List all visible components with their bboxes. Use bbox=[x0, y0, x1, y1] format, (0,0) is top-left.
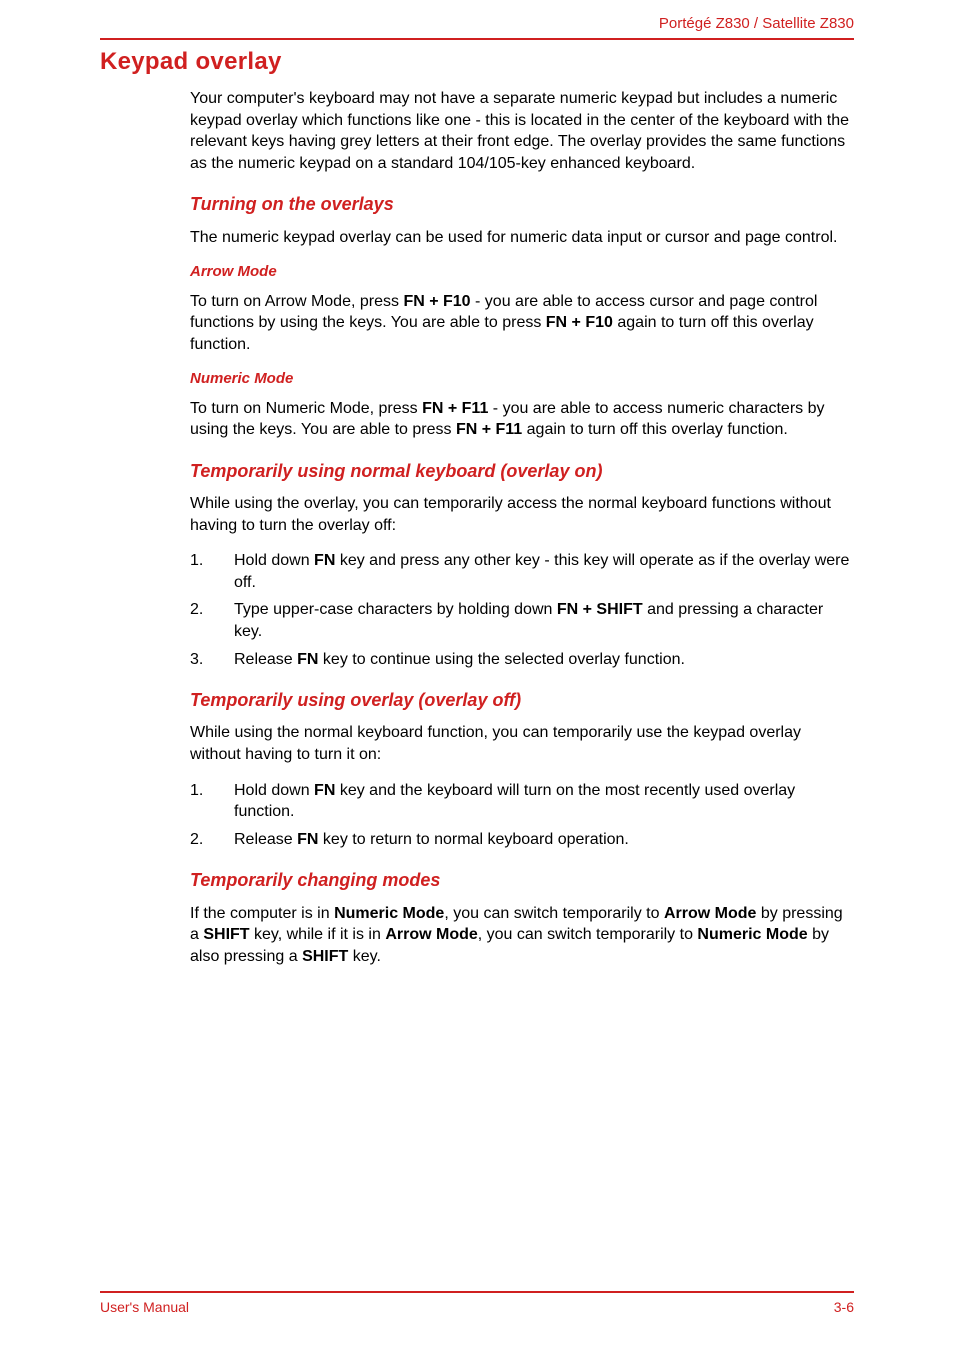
list-item: Release FN key to return to normal keybo… bbox=[190, 829, 854, 851]
temp-overlay-h2: Temporarily using overlay (overlay off) bbox=[190, 688, 854, 712]
temp-normal-intro: While using the overlay, you can tempora… bbox=[190, 493, 854, 536]
footer-left: User's Manual bbox=[100, 1299, 189, 1315]
text-span: Release bbox=[234, 831, 297, 848]
text-span: , you can switch temporarily to bbox=[444, 905, 664, 922]
text-span: , you can switch temporarily to bbox=[478, 926, 698, 943]
turning-on-intro: The numeric keypad overlay can be used f… bbox=[190, 227, 854, 249]
page: Portégé Z830 / Satellite Z830 Keypad ove… bbox=[0, 0, 954, 1345]
footer-right: 3-6 bbox=[834, 1299, 854, 1315]
key-name: SHIFT bbox=[302, 948, 348, 965]
text-span: Type upper-case characters by holding do… bbox=[234, 601, 557, 618]
key-name: FN bbox=[297, 651, 318, 668]
turning-on-h2: Turning on the overlays bbox=[190, 192, 854, 216]
key-combo: FN + F10 bbox=[403, 293, 470, 310]
text-span: If the computer is in bbox=[190, 905, 334, 922]
key-combo: FN + F10 bbox=[546, 314, 613, 331]
text-span: key to continue using the selected overl… bbox=[318, 651, 684, 668]
list-item: Type upper-case characters by holding do… bbox=[190, 599, 854, 642]
mode-name: Numeric Mode bbox=[697, 926, 807, 943]
section-h1: Keypad overlay bbox=[100, 48, 854, 76]
mode-name: Numeric Mode bbox=[334, 905, 444, 922]
key-name: SHIFT bbox=[203, 926, 249, 943]
list-item: Hold down FN key and press any other key… bbox=[190, 550, 854, 593]
list-item: Release FN key to continue using the sel… bbox=[190, 649, 854, 671]
temp-overlay-intro: While using the normal keyboard function… bbox=[190, 722, 854, 765]
temp-overlay-list: Hold down FN key and the keyboard will t… bbox=[190, 780, 854, 851]
list-item: Hold down FN key and the keyboard will t… bbox=[190, 780, 854, 823]
footer-row: User's Manual 3-6 bbox=[100, 1299, 854, 1315]
text-span: key to return to normal keyboard operati… bbox=[318, 831, 628, 848]
temp-change-h2: Temporarily changing modes bbox=[190, 868, 854, 892]
key-name: FN bbox=[314, 552, 335, 569]
text-span: Hold down bbox=[234, 552, 314, 569]
numeric-mode-h3: Numeric Mode bbox=[190, 369, 854, 389]
key-name: FN bbox=[297, 831, 318, 848]
arrow-mode-h3: Arrow Mode bbox=[190, 262, 854, 282]
text-span: To turn on Arrow Mode, press bbox=[190, 293, 403, 310]
text-span: again to turn off this overlay function. bbox=[522, 421, 788, 438]
key-combo: FN + F11 bbox=[422, 400, 488, 417]
content-block: Your computer's keyboard may not have a … bbox=[190, 88, 854, 968]
numeric-mode-paragraph: To turn on Numeric Mode, press FN + F11 … bbox=[190, 398, 854, 441]
text-span: Hold down bbox=[234, 782, 314, 799]
mode-name: Arrow Mode bbox=[385, 926, 477, 943]
text-span: To turn on Numeric Mode, press bbox=[190, 400, 422, 417]
mode-name: Arrow Mode bbox=[664, 905, 756, 922]
footer-rule bbox=[100, 1291, 854, 1293]
key-name: FN bbox=[314, 782, 335, 799]
text-span: key. bbox=[348, 948, 381, 965]
temp-change-paragraph: If the computer is in Numeric Mode, you … bbox=[190, 903, 854, 968]
header-rule bbox=[100, 38, 854, 40]
arrow-mode-paragraph: To turn on Arrow Mode, press FN + F10 - … bbox=[190, 291, 854, 356]
temp-normal-list: Hold down FN key and press any other key… bbox=[190, 550, 854, 670]
temp-normal-h2: Temporarily using normal keyboard (overl… bbox=[190, 459, 854, 483]
text-span: key, while if it is in bbox=[250, 926, 386, 943]
intro-paragraph: Your computer's keyboard may not have a … bbox=[190, 88, 854, 174]
header-model-line: Portégé Z830 / Satellite Z830 bbox=[100, 15, 854, 38]
key-combo: FN + SHIFT bbox=[557, 601, 643, 618]
page-footer: User's Manual 3-6 bbox=[100, 1291, 854, 1315]
text-span: Release bbox=[234, 651, 297, 668]
key-combo: FN + F11 bbox=[456, 421, 522, 438]
